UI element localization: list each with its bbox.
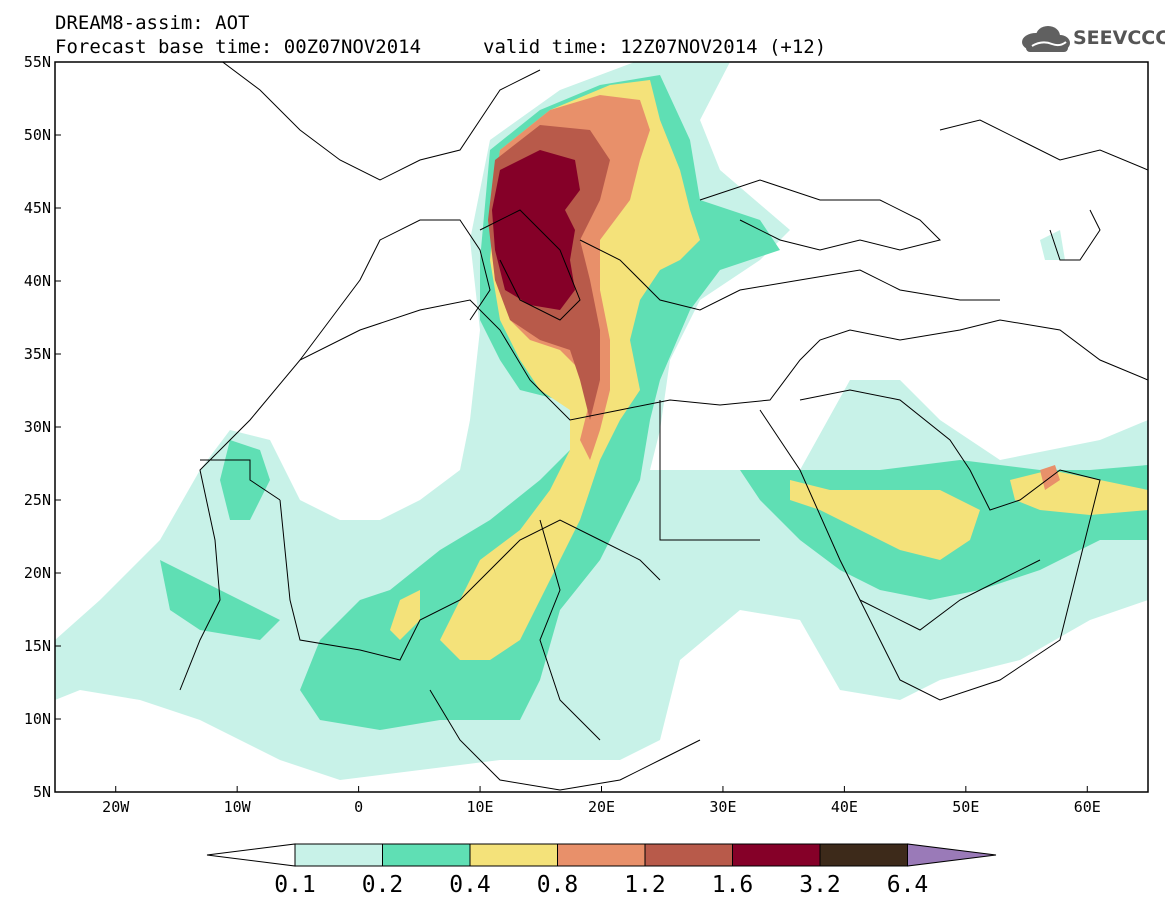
- lat-tick-label: 20N: [24, 564, 51, 582]
- colorbar-segment: [557, 843, 646, 867]
- aot-contour-fields: [55, 62, 1148, 780]
- lat-tick-label: 30N: [24, 418, 51, 436]
- lon-tick-label: 40E: [831, 798, 858, 816]
- colorbar-level-label: 0.2: [362, 872, 404, 898]
- lat-tick-label: 15N: [24, 637, 51, 655]
- colorbar-level-label: 0.4: [449, 872, 491, 898]
- cloud-logo-icon: [1022, 26, 1070, 52]
- lon-tick-label: 30E: [709, 798, 736, 816]
- colorbar-segment: [469, 843, 558, 867]
- lon-tick-label: 50E: [952, 798, 979, 816]
- colorbar-high-arrow: [907, 843, 997, 867]
- lat-tick-label: 50N: [24, 126, 51, 144]
- colorbar-segment: [819, 843, 908, 867]
- colorbar-level-label: 0.1: [274, 872, 316, 898]
- lon-tick-label: 20W: [102, 798, 130, 816]
- map-title: DREAM8-assim: AOT: [55, 12, 250, 34]
- colorbar-segment: [382, 843, 471, 867]
- colorbar-level-label: 1.6: [712, 872, 754, 898]
- colorbar-level-label: 0.8: [537, 872, 579, 898]
- colorbar-segment: [732, 843, 821, 867]
- aot-level-1.6: [492, 150, 580, 310]
- lat-tick-label: 55N: [24, 53, 51, 71]
- colorbar-segment: [644, 843, 733, 867]
- lon-tick-label: 60E: [1074, 798, 1101, 816]
- colorbar-level-label: 3.2: [799, 872, 841, 898]
- logo-text: SEEVCCC: [1073, 27, 1165, 49]
- lat-tick-label: 40N: [24, 272, 51, 290]
- lat-tick-label: 5N: [33, 783, 51, 801]
- forecast-base-time: Forecast base time: 00Z07NOV2014: [55, 36, 422, 58]
- lon-tick-label: 0: [354, 798, 363, 816]
- valid-time: valid time: 12Z07NOV2014 (+12): [483, 36, 827, 58]
- lon-tick-label: 10W: [224, 798, 252, 816]
- lon-tick-label: 10E: [467, 798, 494, 816]
- lat-tick-label: 45N: [24, 199, 51, 217]
- latitude-ticks: 5N 10N 15N 20N 25N 30N 35N 40N 45N 50N 55N: [24, 53, 61, 801]
- colorbar-level-label: 1.2: [624, 872, 666, 898]
- colorbar: 0.1 0.2 0.4 0.8 1.2 1.6 3.2 6.4: [206, 843, 997, 898]
- colorbar-level-label: 6.4: [887, 872, 929, 898]
- colorbar-low-arrow: [206, 843, 296, 867]
- lat-tick-label: 35N: [24, 345, 51, 363]
- colorbar-segment: [294, 843, 383, 867]
- longitude-ticks: 20W 10W 0 10E 20E 30E 40E 50E 60E: [102, 786, 1101, 816]
- lon-tick-label: 20E: [588, 798, 615, 816]
- lat-tick-label: 25N: [24, 491, 51, 509]
- coastlines: [179, 62, 1148, 791]
- lat-tick-label: 10N: [24, 710, 51, 728]
